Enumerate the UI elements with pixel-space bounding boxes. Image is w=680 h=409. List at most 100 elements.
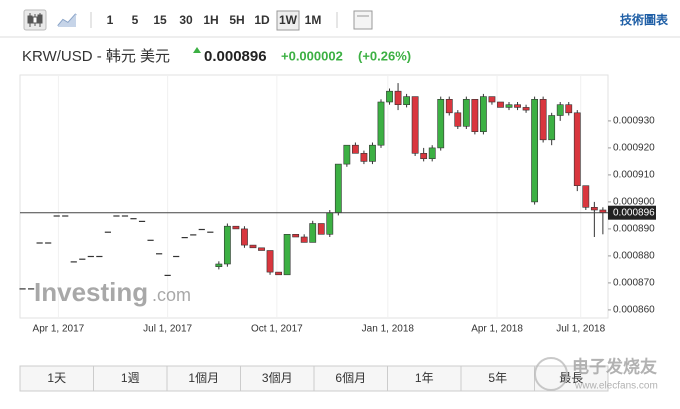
candle-body (386, 90, 393, 103)
change-percent: (+0.26%) (358, 48, 411, 63)
interval-button[interactable]: 1H (203, 13, 218, 27)
candle-body (326, 212, 334, 235)
interval-button[interactable]: 5H (229, 13, 244, 27)
up-arrow (193, 47, 201, 53)
y-tick-label: 0.000880 (613, 251, 655, 262)
candle-body (522, 107, 530, 111)
x-tick-label: Apr 1, 2018 (471, 324, 523, 335)
interval-button[interactable]: 1D (254, 13, 270, 27)
site-logo (534, 357, 568, 391)
candle-body (164, 274, 171, 276)
interval-button[interactable]: 15 (153, 13, 167, 27)
candle-body (70, 261, 77, 263)
settings-button[interactable] (353, 10, 373, 30)
candle-body (258, 247, 265, 251)
range-button[interactable]: 6個月 (335, 371, 366, 385)
candle-body (79, 258, 86, 260)
candle-body (138, 220, 146, 222)
candle-body (300, 236, 308, 243)
candle-body (531, 99, 539, 203)
last-price-box (608, 205, 656, 220)
candle-body (249, 244, 257, 249)
candle-body (292, 234, 300, 238)
candle-body (454, 112, 462, 127)
plot-frame (19, 74, 609, 319)
candle-body (497, 101, 504, 108)
range-button[interactable]: 1天 (47, 371, 66, 385)
range-button[interactable]: 1個月 (188, 371, 219, 385)
candle-body (471, 99, 479, 133)
interval-button[interactable]: 1 (107, 13, 114, 27)
candle-body (488, 96, 496, 103)
x-tick-label: Jan 1, 2018 (362, 324, 415, 335)
candle-body (232, 225, 240, 230)
candle-body (173, 255, 180, 258)
candle-body (156, 253, 163, 255)
candle-body (309, 223, 317, 243)
x-tick-label: Apr 1, 2017 (33, 324, 85, 335)
line-chart-button[interactable] (57, 13, 77, 27)
candle-body (317, 223, 325, 235)
change: +0.000002 (281, 48, 343, 63)
candle-body (582, 185, 590, 208)
candle-body (147, 239, 154, 241)
interval-button[interactable]: 1W (279, 13, 298, 27)
range-button[interactable]: 3個月 (262, 371, 293, 385)
candle-body (480, 96, 487, 132)
candle-body (514, 104, 521, 108)
candle-body (334, 163, 342, 214)
candle-body (394, 90, 402, 105)
candle-body (241, 228, 248, 246)
candle-body (121, 215, 129, 217)
range-button[interactable]: 1年 (415, 371, 434, 385)
x-tick-label: Oct 1, 2017 (251, 324, 303, 335)
technical-chart-link[interactable]: 技術圖表 (620, 12, 669, 27)
candle-body (87, 255, 94, 258)
candle-body (130, 218, 137, 220)
candle-body (104, 231, 112, 233)
candle-body (420, 153, 428, 160)
candle-body (539, 99, 547, 141)
chart: Apr 1, 2017 Jul 1, 2017 Oct 1, 2017 Jan 1, … (19, 75, 656, 335)
candle-body (207, 231, 214, 233)
range-button[interactable]: 5年 (488, 371, 507, 385)
candle-body (113, 215, 120, 217)
interval-button[interactable]: 1M (305, 13, 322, 27)
candle-body (62, 215, 69, 217)
range-button[interactable]: 1週 (121, 371, 140, 385)
candle-body (565, 104, 573, 114)
y-tick-label: 0.000890 (613, 224, 655, 235)
candle-body (411, 96, 419, 154)
candle-body (275, 271, 282, 276)
candle-body (548, 115, 556, 141)
candle-body (36, 242, 43, 244)
candle-body (437, 99, 445, 149)
candle-body (369, 144, 376, 162)
y-tick-label: 0.000900 (613, 197, 655, 208)
candle-body (96, 255, 103, 258)
active-interval-box (276, 10, 300, 31)
y-tick-label: 0.000910 (613, 170, 655, 181)
y-tick-label: 0.000930 (613, 116, 655, 127)
candle-body (27, 288, 35, 290)
candle-body (351, 144, 359, 154)
candle-body (215, 263, 223, 267)
candle-body (223, 225, 231, 265)
candle-body (403, 96, 410, 105)
candle-body (181, 237, 188, 239)
interval-button[interactable]: 5 (132, 13, 139, 27)
candle-body (190, 234, 197, 236)
y-tick-label: 0.000920 (613, 143, 655, 154)
candle-body (198, 228, 205, 231)
site-name: 电子发烧友 (572, 356, 657, 376)
site-url: www.elecfans.com (574, 381, 658, 392)
interval-button[interactable]: 30 (179, 13, 193, 27)
candle-body (53, 215, 60, 217)
x-tick-label: Jul 1, 2017 (143, 324, 192, 335)
candle-body (573, 112, 581, 187)
candle-body (556, 104, 564, 116)
candle-body (445, 99, 453, 114)
candle-body (343, 144, 351, 165)
range-buttons: 1天 1週 1個月 3個月 6個月 1年 5年 最長 (47, 366, 583, 391)
